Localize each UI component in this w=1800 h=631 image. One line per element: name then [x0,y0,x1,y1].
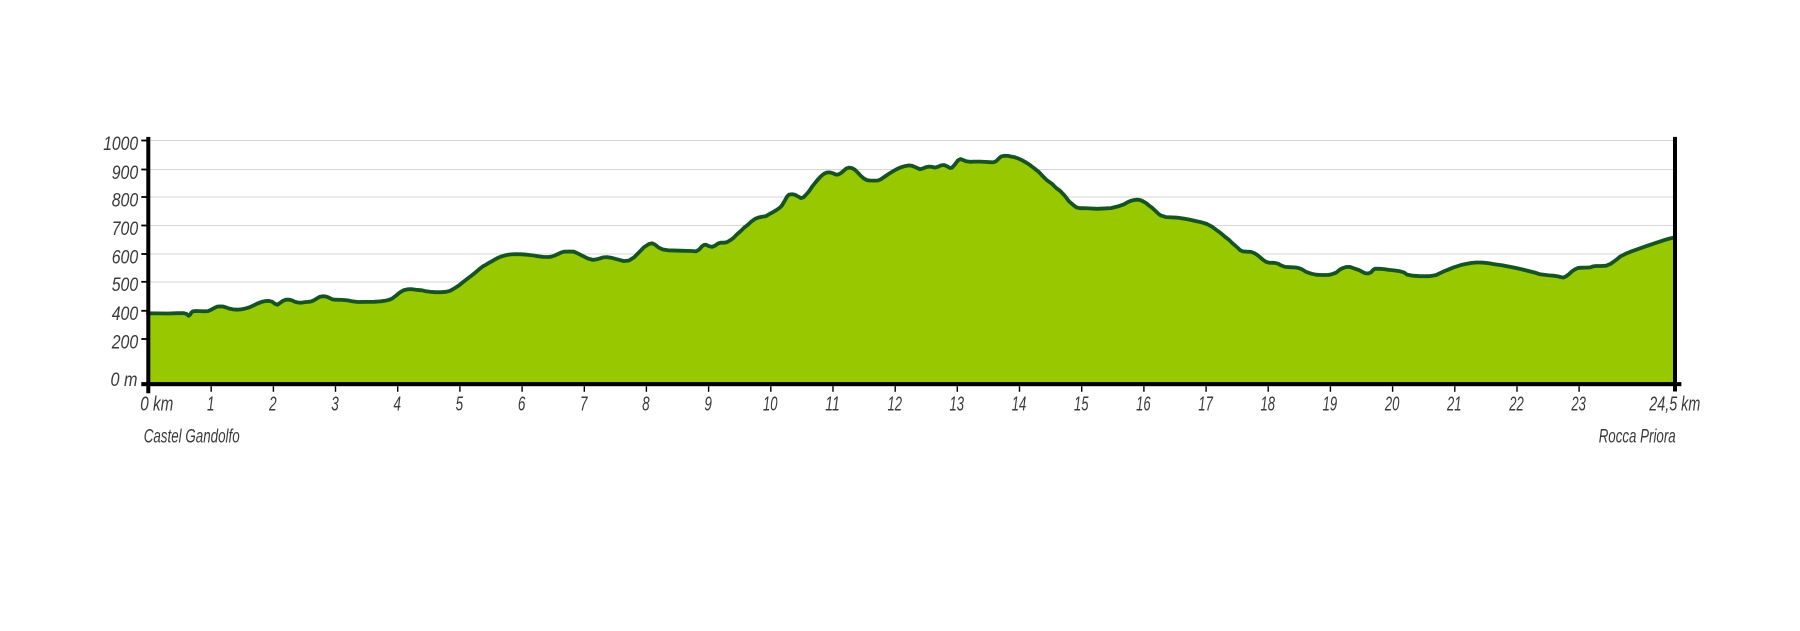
svg-text:6: 6 [518,393,526,416]
svg-text:800: 800 [112,190,139,211]
svg-text:1000: 1000 [103,134,138,155]
svg-text:18: 18 [1260,393,1275,416]
svg-text:400: 400 [112,304,139,325]
svg-text:600: 600 [112,247,139,268]
svg-text:Castel Gandolfo: Castel Gandolfo [144,426,240,447]
svg-text:17: 17 [1198,393,1214,416]
svg-text:0 km: 0 km [140,393,173,416]
svg-text:11: 11 [825,393,840,416]
svg-text:12: 12 [887,393,902,416]
svg-text:500: 500 [112,275,139,296]
svg-text:5: 5 [456,393,464,416]
svg-text:3: 3 [331,393,339,416]
svg-text:22: 22 [1509,393,1525,416]
svg-text:15: 15 [1074,393,1089,416]
svg-text:19: 19 [1323,393,1338,416]
svg-text:1: 1 [207,393,215,416]
svg-text:13: 13 [950,393,965,416]
svg-text:8: 8 [642,393,650,416]
svg-text:0 m: 0 m [111,370,138,391]
svg-text:Rocca Priora: Rocca Priora [1599,426,1676,447]
svg-text:9: 9 [704,393,712,416]
svg-text:23: 23 [1571,393,1587,416]
svg-text:200: 200 [111,332,139,353]
svg-text:16: 16 [1136,393,1151,416]
svg-text:14: 14 [1012,393,1027,416]
svg-text:7: 7 [580,393,589,416]
svg-text:21: 21 [1446,393,1461,416]
svg-text:24,5 km: 24,5 km [1649,393,1701,416]
svg-text:900: 900 [112,163,139,184]
svg-text:2: 2 [268,393,277,416]
svg-text:700: 700 [112,219,139,240]
svg-text:4: 4 [393,393,401,416]
svg-text:20: 20 [1384,393,1400,416]
svg-text:10: 10 [763,393,778,416]
